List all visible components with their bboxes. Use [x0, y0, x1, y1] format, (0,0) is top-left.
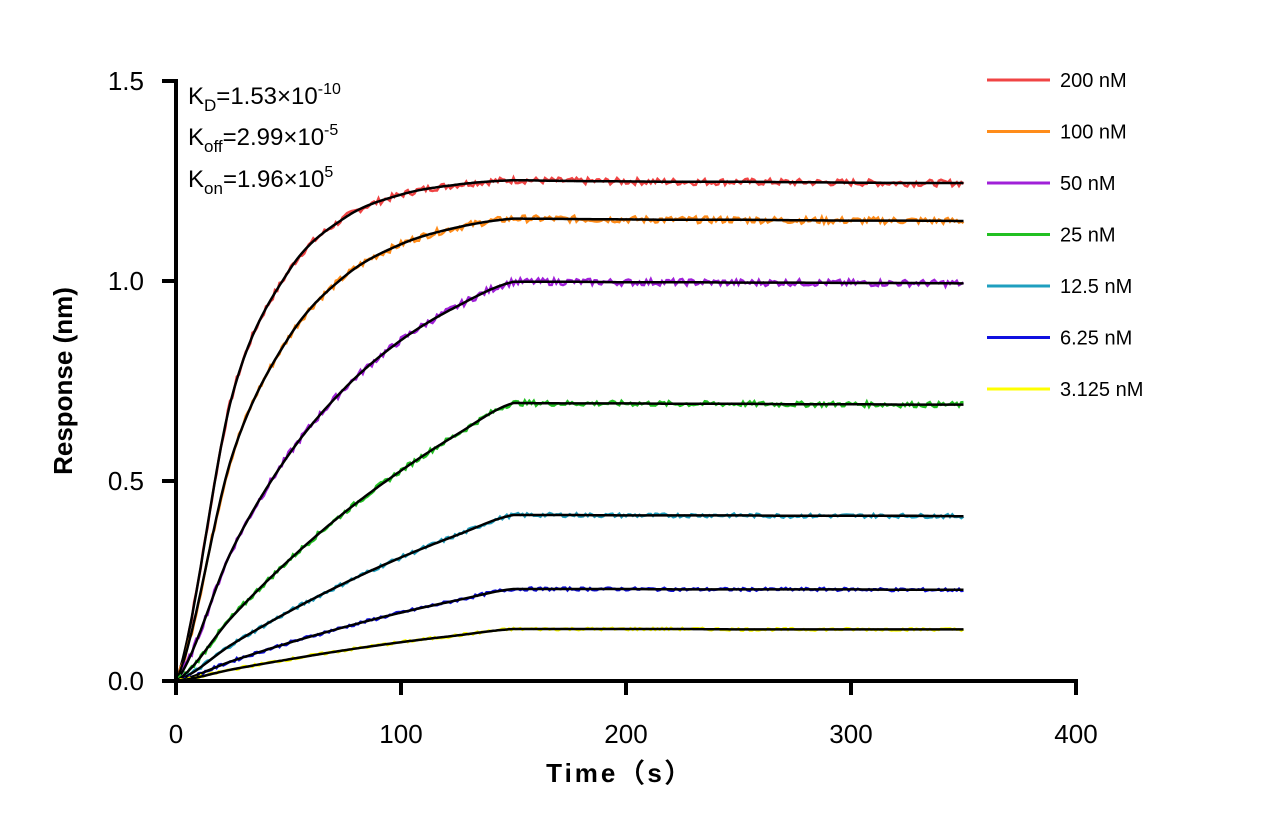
axes	[162, 79, 1078, 695]
x-axis-title: Time（s）	[546, 758, 694, 788]
kd-annotation: KD=1.53×10-10	[188, 81, 341, 115]
legend-label: 100 nM	[1060, 122, 1127, 144]
data-series-line	[175, 275, 965, 682]
x-tick-label: 200	[604, 719, 647, 749]
fit-curve-line	[175, 280, 964, 682]
legend-label: 12.5 nM	[1060, 276, 1132, 298]
y-axis-title: Response (nm)	[48, 287, 78, 475]
x-tick-label: 0	[169, 719, 183, 749]
x-tick-label: 100	[379, 719, 422, 749]
data-series-line	[175, 585, 964, 683]
y-tick-label: 0.5	[108, 466, 144, 496]
kon-annotation: Kon=1.96×105	[188, 164, 333, 198]
fit-curve-line	[175, 401, 964, 683]
legend-label: 200 nM	[1060, 70, 1127, 92]
legend-label: 6.25 nM	[1060, 328, 1132, 350]
series-layer	[174, 174, 965, 683]
legend: 200 nM 100 nM 50 nM 25 nM 12.5 nM 6.25 nM 3.12…	[987, 70, 1143, 401]
y-tick-label: 0.0	[108, 666, 144, 696]
koff-annotation: Koff=2.99×10-5	[188, 122, 338, 156]
data-series-line	[175, 397, 964, 682]
y-tick-label: 1.0	[108, 266, 144, 296]
data-series-line	[174, 174, 965, 682]
fit-curve-line	[174, 217, 964, 682]
legend-label: 3.125 nM	[1060, 379, 1143, 401]
legend-label: 50 nM	[1060, 173, 1116, 195]
x-tick-label: 400	[1054, 719, 1097, 749]
fit-curve-line	[175, 627, 964, 683]
x-tick-label: 300	[829, 719, 872, 749]
data-series-line	[175, 511, 965, 683]
fit-curve-line	[175, 513, 964, 683]
data-series-line	[175, 626, 965, 683]
y-tick-label: 1.5	[108, 66, 144, 96]
fit-curve-line	[174, 178, 964, 682]
fit-curve-line	[175, 587, 964, 683]
legend-label: 25 nM	[1060, 225, 1116, 247]
kinetics-annotation: KD=1.53×10-10 Koff=2.99×10-5 Kon=1.96×10…	[188, 81, 341, 198]
